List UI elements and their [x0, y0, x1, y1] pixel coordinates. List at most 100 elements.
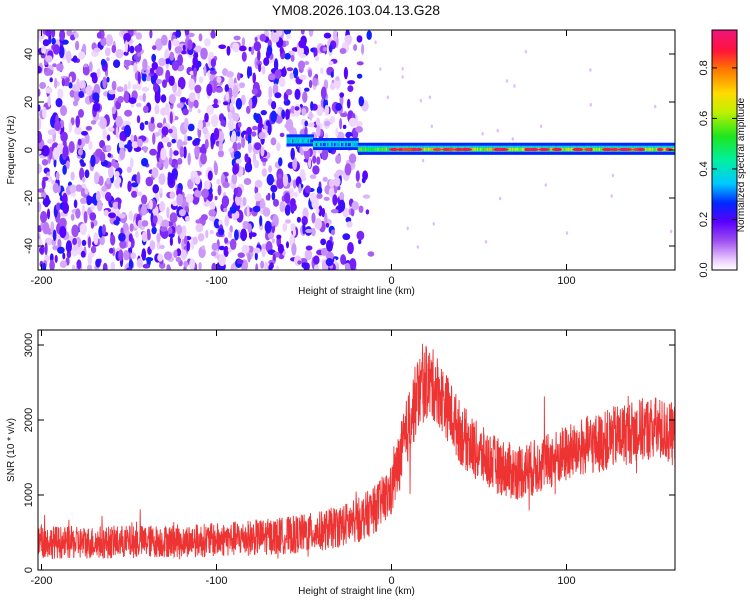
spectrogram-noise-cell [194, 145, 200, 158]
spectrogram-noise-cell [44, 237, 53, 246]
spectrogram-noise-cell [356, 73, 363, 79]
spectrogram-noise-cell [216, 178, 221, 185]
colorbar-step [712, 138, 737, 141]
spectrogram-noise-cell [374, 40, 377, 44]
spectrogram-noise-cell [130, 134, 135, 143]
spectrogram-noise-cell [118, 140, 125, 149]
colorbar-step [712, 222, 737, 225]
spectrogram-noise-cell [107, 152, 112, 158]
spectrogram-noise-cell [264, 220, 272, 234]
spectrogram-noise-cell [171, 168, 178, 180]
spectrogram-noise-cell [330, 82, 336, 91]
spectrogram-noise-cell [44, 67, 48, 72]
colorbar-tick-label: 0.6 [698, 111, 710, 126]
colorbar-step [712, 156, 737, 159]
spectrogram-noise-cell [589, 68, 592, 72]
spectrogram-noise-cell [84, 188, 89, 195]
colorbar-step [712, 86, 737, 89]
spectrogram-noise-cell [75, 208, 81, 219]
spectrogram-noise-cell [116, 182, 120, 187]
spectrogram-noise-cell [123, 90, 130, 103]
spectrogram-noise-cell [344, 163, 352, 176]
spectrogram-noise-cell [144, 120, 149, 125]
spectrogram-noise-cell [303, 61, 310, 65]
spectrogram-signal-core [356, 143, 359, 147]
spectrogram-noise-cell [171, 138, 176, 144]
spectrogram-signal-core [567, 147, 571, 151]
colorbar-step [712, 36, 737, 39]
spectrogram-xtick-label: 100 [557, 275, 575, 287]
spectrogram-noise-cell [305, 245, 313, 251]
colorbar-step [712, 130, 737, 133]
spectrogram-noise-cell [116, 209, 120, 217]
spectrogram-noise-cell [251, 131, 257, 137]
spectrogram-noise-cell [255, 263, 259, 270]
spectrogram-noise-cell [253, 205, 261, 213]
spectrogram-noise-cell [331, 229, 335, 236]
spectrogram-noise-cell [193, 67, 198, 78]
spectrogram-noise-cell [316, 156, 321, 165]
spectrogram-noise-cell [71, 224, 79, 238]
spectrogram-noise-cell [195, 223, 204, 233]
spectrogram-noise-cell [186, 240, 190, 252]
spectrogram-noise-cell [158, 57, 166, 67]
spectrogram-noise-cell [115, 126, 119, 139]
spectrogram-noise-cell [123, 250, 130, 261]
spectrogram-noise-cell [184, 235, 188, 245]
spectrogram-noise-cell [133, 62, 138, 73]
spectrogram-noise-cell [39, 82, 46, 89]
spectrogram-noise-cell [339, 48, 347, 54]
colorbar-step [712, 40, 737, 43]
spectrogram-noise-cell [232, 42, 240, 53]
spectrogram-noise-cell [76, 78, 80, 90]
spectrogram-noise-cell [565, 231, 569, 235]
colorbar-step [712, 84, 737, 87]
spectrogram-noise-cell [304, 185, 311, 194]
spectrogram-noise-cell [99, 151, 106, 163]
spectrogram-noise-cell [55, 202, 62, 211]
spectrogram-noise-cell [102, 76, 107, 89]
colorbar-step [712, 266, 737, 269]
spectrogram-signal-core [600, 147, 603, 151]
spectrogram-noise-cell [42, 221, 50, 235]
spectrogram-signal-core [429, 147, 432, 151]
spectrogram-noise-cell [148, 120, 156, 132]
spectrogram-noise-cell [117, 96, 124, 103]
spectrogram-noise-cell [111, 106, 117, 115]
spectrogram-noise-cell [342, 233, 351, 241]
spectrogram-noise-cell [137, 52, 142, 57]
spectrogram-signal-core [570, 147, 573, 151]
spectrogram-noise-cell [149, 148, 158, 156]
spectrogram-noise-cell [127, 81, 132, 90]
spectrogram-noise-cell [174, 163, 178, 169]
spectrogram-noise-cell [263, 57, 270, 66]
spectrogram-noise-cell [247, 132, 252, 146]
colorbar-step [712, 178, 737, 181]
colorbar-step [712, 216, 737, 219]
spectrogram-noise-cell [141, 248, 147, 261]
spectrogram-noise-cell [150, 116, 155, 124]
spectrogram-signal-core [342, 143, 345, 147]
spectrogram-noise-cell [38, 104, 41, 112]
spectrogram-noise-cell [188, 107, 193, 113]
spectrogram-noise-cell [258, 123, 264, 129]
spectrogram-noise-cell [200, 153, 207, 165]
spectrogram-noise-cell [166, 141, 172, 148]
colorbar-step [712, 148, 737, 151]
spectrogram-noise-cell [270, 137, 277, 146]
spectrogram-noise-cell [46, 208, 51, 220]
colorbar-step [712, 240, 737, 243]
colorbar-step [712, 90, 737, 93]
spectrogram-noise-cell [539, 124, 543, 128]
spectrogram-noise-cell [100, 58, 106, 67]
spectrogram-noise-cell [197, 119, 203, 131]
colorbar-step [712, 166, 737, 169]
spectrogram-signal-core [490, 147, 494, 151]
spectrogram-noise-cell [81, 130, 88, 136]
spectrogram-noise-cell [152, 215, 158, 224]
spectrogram-noise-cell [325, 222, 330, 228]
spectrogram-noise-cell [47, 138, 54, 144]
spectrogram-signal-core [651, 147, 655, 151]
spectrogram-noise-cell [347, 80, 356, 85]
